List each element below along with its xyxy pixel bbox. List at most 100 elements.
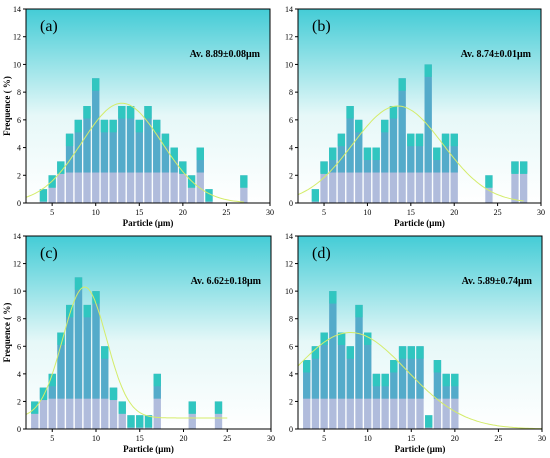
y-tick-label: 14 — [13, 5, 21, 14]
bar-cap — [74, 277, 83, 290]
bar-cap — [196, 147, 204, 161]
bar-mid — [364, 332, 372, 399]
bar-body — [170, 147, 178, 203]
histogram-bar — [329, 291, 337, 429]
bar-cap — [320, 161, 328, 174]
bar-cap — [118, 401, 126, 414]
bar-mid — [424, 64, 432, 173]
fit-curve — [25, 102, 244, 203]
y-tick-label: 12 — [285, 33, 293, 42]
histogram-bar — [416, 346, 424, 429]
bar-body — [188, 401, 196, 429]
panel-label: (c) — [40, 245, 58, 262]
bar-mid — [329, 291, 337, 399]
histogram-bar — [101, 346, 109, 429]
y-tick-label: 10 — [13, 287, 21, 296]
bar-body — [39, 387, 48, 429]
bar-body — [179, 161, 187, 203]
histogram-bar — [48, 373, 56, 429]
histogram-bar — [372, 373, 381, 429]
y-tick-label: 8 — [289, 315, 293, 324]
bar-cap — [433, 147, 441, 161]
axes-frame — [297, 235, 543, 430]
histogram-bar — [451, 373, 459, 429]
bar-body — [519, 161, 528, 203]
y-tick-label: 4 — [289, 144, 293, 153]
x-tick-label: 5 — [50, 434, 54, 443]
bar-body — [442, 373, 450, 429]
fit-curve — [297, 105, 524, 202]
bar-mid — [100, 119, 109, 173]
bar-cap — [65, 133, 74, 147]
bar-cap — [39, 189, 48, 202]
bar-cap — [39, 387, 48, 401]
panel-label: (a) — [40, 18, 58, 35]
bar-cap — [398, 346, 407, 359]
histogram-bar — [441, 133, 450, 203]
histogram-bar — [346, 106, 354, 203]
x-tick-label: 15 — [136, 434, 144, 443]
bar-cap — [390, 360, 398, 373]
bar-body — [363, 147, 372, 203]
histogram-bar — [407, 346, 415, 429]
bar-cap — [57, 161, 65, 174]
x-tick-label: 25 — [222, 208, 230, 217]
bar-cap — [415, 133, 424, 147]
histogram-bar — [355, 304, 363, 429]
histogram-bar — [188, 401, 196, 429]
y-tick-label: 8 — [17, 88, 21, 97]
bar-mid — [381, 119, 389, 173]
bar-mid — [83, 106, 91, 173]
histogram-bar — [65, 133, 74, 203]
histogram-bar — [153, 373, 161, 429]
histogram-bar — [346, 346, 354, 429]
bar-mid — [337, 332, 346, 399]
bar-cap — [311, 189, 320, 202]
histogram-bar — [372, 147, 380, 203]
y-tick-label: 6 — [289, 116, 293, 125]
bar-cap — [311, 346, 320, 359]
bar-mid — [135, 119, 143, 173]
bar-cap — [214, 401, 223, 414]
x-tick-label: 20 — [179, 208, 187, 217]
histogram-bar — [135, 119, 143, 203]
histogram-bar — [74, 277, 83, 429]
x-tick-label: 30 — [537, 208, 545, 217]
bar-mid — [389, 106, 398, 173]
chart-panel-b: 5 10 15 20 25 30 0 2 4 6 8 10 12 14 Particle (μm) (b) Av… — [285, 5, 545, 228]
x-tick-label: 10 — [364, 434, 372, 443]
bar-cap — [144, 106, 152, 119]
bar-mid — [407, 133, 415, 173]
bar-mid — [346, 106, 354, 173]
histogram-bar — [144, 106, 152, 203]
chart-panel-a: 5 10 15 20 25 30 0 2 4 6 8 10 12 14 Particle (μm) Frequ… — [2, 5, 274, 228]
bar-body — [485, 175, 493, 203]
histogram-bar — [57, 161, 65, 203]
y-tick-label: 0 — [289, 425, 293, 434]
histogram-bar — [153, 119, 161, 203]
average-annotation: Av. 8.74±0.01μm — [461, 49, 532, 60]
bar-cap — [92, 291, 100, 304]
histogram-bar — [390, 360, 398, 429]
histogram-bar — [320, 161, 328, 203]
histogram-bar — [118, 106, 126, 203]
bar-mid — [433, 360, 442, 399]
bar-mid — [144, 106, 152, 173]
histogram-bar — [407, 133, 415, 203]
bar-cap — [442, 373, 450, 387]
x-tick-label: 5 — [50, 208, 54, 217]
chart-panel-c: 5 10 15 20 25 30 0 2 4 6 8 10 12 14 Particle (μm) Frequ… — [2, 232, 275, 454]
histogram-bar — [398, 78, 406, 203]
bar-cap — [511, 161, 519, 174]
bar-mid — [337, 133, 346, 173]
histogram-bar — [109, 387, 118, 429]
bar-cap — [127, 415, 135, 428]
y-tick-label: 4 — [17, 144, 21, 153]
histogram-bar — [329, 147, 337, 203]
y-tick-label: 8 — [289, 88, 293, 97]
bar-cap — [109, 387, 118, 401]
bar-mid — [415, 133, 424, 173]
bar-mid — [153, 119, 161, 173]
x-tick-label: 15 — [135, 208, 143, 217]
